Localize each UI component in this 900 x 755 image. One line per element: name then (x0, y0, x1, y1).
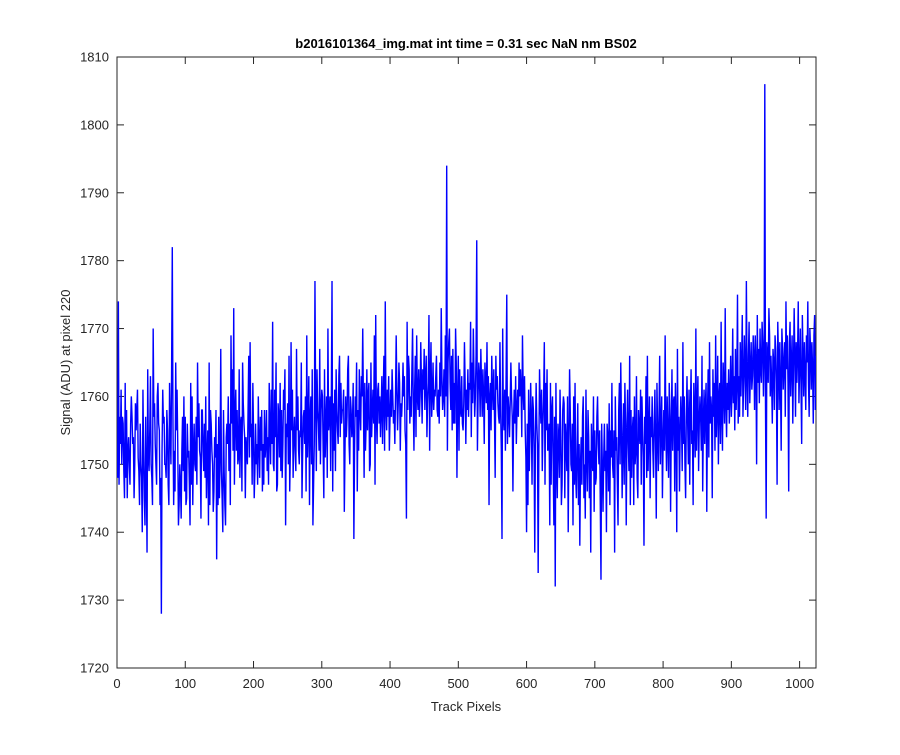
series-group (117, 84, 816, 614)
x-tick-label: 200 (243, 676, 265, 691)
plot-area (116, 56, 817, 669)
y-tick-label: 1720 (80, 661, 109, 676)
y-tick-label: 1770 (80, 321, 109, 336)
y-tick-label: 1760 (80, 389, 109, 404)
series-line-0 (117, 84, 816, 614)
x-tick-label: 0 (113, 676, 120, 691)
x-tick-label: 700 (584, 676, 606, 691)
x-tick-label: 100 (174, 676, 196, 691)
axis-ticks (116, 56, 816, 669)
y-tick-label: 1800 (80, 117, 109, 132)
y-tick-label: 1790 (80, 185, 109, 200)
x-tick-label: 1000 (785, 676, 814, 691)
x-axis-label: Track Pixels (431, 699, 502, 714)
chart-title: b2016101364_img.mat int time = 0.31 sec … (295, 36, 636, 51)
x-tick-label: 800 (652, 676, 674, 691)
x-tick-label: 600 (516, 676, 538, 691)
y-axis-label: Signal (ADU) at pixel 220 (58, 290, 73, 436)
y-tick-label: 1810 (80, 50, 109, 65)
y-tick-label: 1740 (80, 525, 109, 540)
tick-labels: 0 100 200 300 400 500 600 700 800 900 1000 1720 1730… (80, 50, 814, 692)
x-tick-label: 300 (311, 676, 333, 691)
x-tick-label: 500 (447, 676, 469, 691)
y-tick-label: 1730 (80, 593, 109, 608)
x-tick-label: 900 (721, 676, 743, 691)
y-tick-label: 1750 (80, 457, 109, 472)
y-tick-label: 1780 (80, 253, 109, 268)
x-tick-label: 400 (379, 676, 401, 691)
